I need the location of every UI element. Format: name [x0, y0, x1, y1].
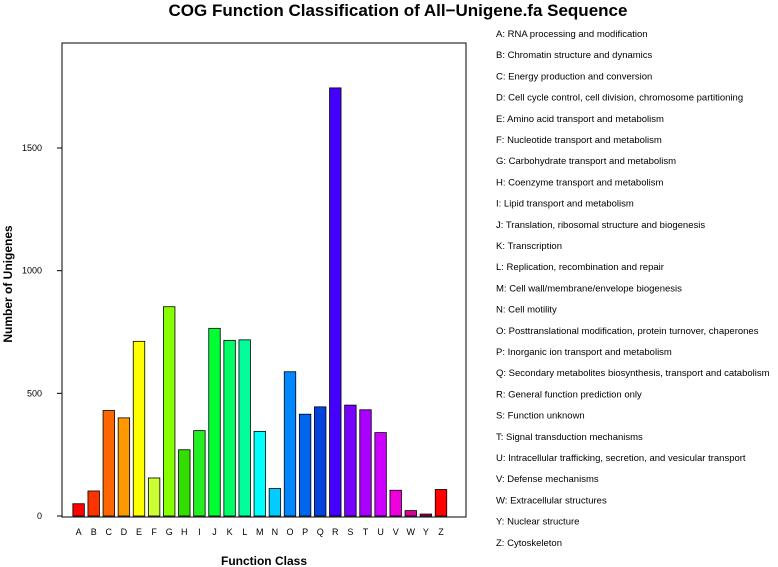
x-axis-title: Function Class: [221, 554, 307, 567]
x-tick-label-b: B: [91, 527, 97, 537]
legend-item: P: Inorganic ion transport and metabolis…: [496, 347, 672, 358]
x-tick-label-e: E: [136, 527, 142, 537]
bar-v: [389, 489, 402, 517]
y-axis-title: Number of Unigenes: [1, 225, 15, 343]
x-tick-label-g: G: [166, 527, 173, 537]
legend-item: J: Translation, ribosomal structure and …: [496, 220, 705, 231]
x-tick-label-p: P: [302, 527, 308, 537]
bar-o: [283, 371, 297, 517]
legend-item: E: Amino acid transport and metabolism: [496, 114, 664, 125]
bar-r: [329, 87, 342, 517]
legend-item: B: Chromatin structure and dynamics: [496, 50, 653, 61]
x-tick-label-j: J: [212, 527, 217, 537]
bar-c: [102, 410, 115, 517]
bar-i: [193, 430, 206, 517]
legend-item: Y: Nuclear structure: [496, 517, 579, 528]
legend-item: N: Cell motility: [496, 305, 557, 316]
legend-item: I: Lipid transport and metabolism: [496, 199, 634, 210]
bar-z: [434, 489, 448, 517]
legend-item: F: Nucleotide transport and metabolism: [496, 135, 662, 146]
bar-n: [268, 488, 282, 517]
x-tick-label-q: Q: [317, 527, 324, 537]
x-tick-label-h: H: [181, 527, 188, 537]
legend-item: H: Coenzyme transport and metabolism: [496, 177, 663, 188]
legend-item: W: Extracellular structures: [496, 495, 607, 506]
x-tick-label-a: A: [76, 527, 82, 537]
chart-title: COG Function Classification of All−Unige…: [169, 1, 628, 20]
y-tick-label: 1000: [22, 266, 42, 276]
legend-item: A: RNA processing and modification: [496, 29, 648, 40]
bar-t: [359, 409, 372, 517]
x-tick-label-d: D: [121, 527, 128, 537]
x-tick-label-v: V: [393, 527, 399, 537]
bars-layer: [72, 87, 448, 517]
legend-item: C: Energy production and conversion: [496, 71, 652, 82]
x-tick-label-r: R: [332, 527, 339, 537]
x-tick-label-s: S: [347, 527, 353, 537]
legend-item: M: Cell wall/membrane/envelope biogenesi…: [496, 283, 682, 294]
x-tick-label-w: W: [407, 527, 416, 537]
legend-item: V: Defense mechanisms: [496, 474, 599, 485]
y-tick-label: 1500: [22, 143, 42, 153]
bar-p: [298, 413, 312, 517]
x-tick-label-o: O: [286, 527, 293, 537]
legend-item: Q: Secondary metabolites biosynthesis, t…: [496, 368, 770, 379]
x-tick-label-l: L: [242, 527, 247, 537]
bar-y: [419, 513, 433, 517]
y-tick-label: 500: [27, 388, 42, 398]
x-tick-label-z: Z: [438, 527, 444, 537]
legend-item: L: Replication, recombination and repair: [496, 262, 664, 273]
x-tick-label-m: M: [256, 527, 264, 537]
bar-d: [117, 417, 131, 517]
legend-item: K: Transcription: [496, 241, 562, 252]
plot-frame: [61, 42, 467, 518]
legend-item: O: Posttranslational modification, prote…: [496, 326, 759, 337]
bar-j: [208, 327, 221, 517]
bar-f: [147, 477, 161, 517]
x-tick-label-u: U: [377, 527, 384, 537]
bar-m: [253, 430, 266, 517]
bar-u: [374, 432, 387, 517]
legend-item: Z: Cytoskeleton: [496, 538, 562, 549]
bar-h: [178, 449, 191, 517]
x-tick-label-t: T: [363, 527, 369, 537]
legend-item: U: Intracellular trafficking, secretion,…: [496, 453, 746, 464]
legend-item: T: Signal transduction mechanisms: [496, 432, 643, 443]
bar-a: [72, 503, 85, 517]
x-tick-label-n: N: [272, 527, 279, 537]
legend-item: G: Carbohydrate transport and metabolism: [496, 156, 676, 167]
legend-item: S: Function unknown: [496, 411, 585, 422]
bar-w: [404, 510, 417, 517]
y-axis: 0 500 1000 1500: [22, 143, 62, 521]
bar-g: [163, 306, 176, 517]
y-tick-label: 0: [37, 511, 42, 521]
x-tick-label-i: I: [198, 527, 201, 537]
bar-q: [314, 406, 327, 517]
bar-b: [87, 490, 100, 517]
legend: A: RNA processing and modification B: Chr…: [496, 29, 770, 549]
bar-e: [132, 340, 146, 517]
bar-k: [223, 339, 236, 517]
legend-item: R: General function prediction only: [496, 389, 642, 400]
bar-s: [344, 404, 357, 517]
x-tick-label-f: F: [151, 527, 157, 537]
x-tick-label-c: C: [106, 527, 113, 537]
bar-l: [238, 339, 251, 517]
x-tick-label-y: Y: [423, 527, 429, 537]
x-tick-label-k: K: [227, 527, 233, 537]
legend-item: D: Cell cycle control, cell division, ch…: [496, 93, 743, 104]
